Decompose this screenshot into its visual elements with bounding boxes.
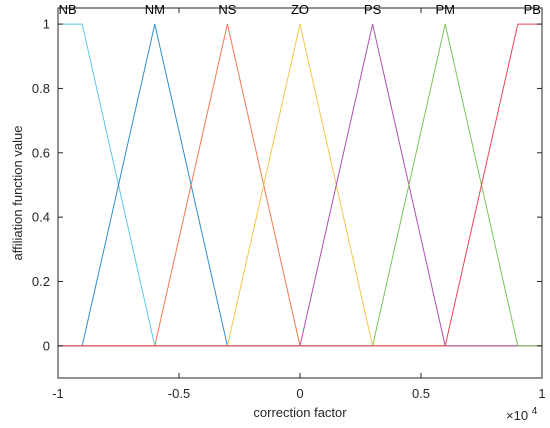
x-tick-label: 0 (296, 386, 303, 401)
x-tick-label: -0.5 (168, 386, 190, 401)
set-label-pb: PB (524, 2, 541, 17)
x-tick-label: -1 (52, 386, 64, 401)
plot-area (58, 23, 542, 347)
x-axis-multiplier-base: ×10 (506, 408, 528, 423)
x-tick-label: 1 (538, 386, 545, 401)
y-tick-label: 1 (43, 17, 50, 32)
series-line-pb (58, 23, 542, 347)
y-axis-label: affiliation function value (10, 126, 25, 261)
tick-labels: -1 -0.5 0 0.5 1 0 0.2 0.4 0.6 0.8 1 (32, 17, 546, 401)
set-labels: NB NM NS ZO PS PM PB (59, 2, 541, 17)
x-axis-multiplier-exponent: 4 (532, 406, 538, 417)
set-label-nb: NB (59, 2, 77, 17)
set-label-ps: PS (364, 2, 382, 17)
y-tick-label: 0 (43, 338, 50, 353)
set-label-nm: NM (145, 2, 165, 17)
set-label-pm: PM (435, 2, 455, 17)
y-tick-label: 0.8 (32, 81, 50, 96)
x-axis-label: correction factor (253, 405, 347, 420)
set-label-ns: NS (218, 2, 236, 17)
y-tick-label: 0.4 (32, 210, 50, 225)
y-tick-label: 0.6 (32, 145, 50, 160)
x-tick-label: 0.5 (412, 386, 430, 401)
y-tick-label: 0.2 (32, 274, 50, 289)
set-label-zo: ZO (291, 2, 309, 17)
axis-ticks (57, 8, 543, 378)
x-axis-multiplier: ×10 4 (506, 406, 538, 423)
